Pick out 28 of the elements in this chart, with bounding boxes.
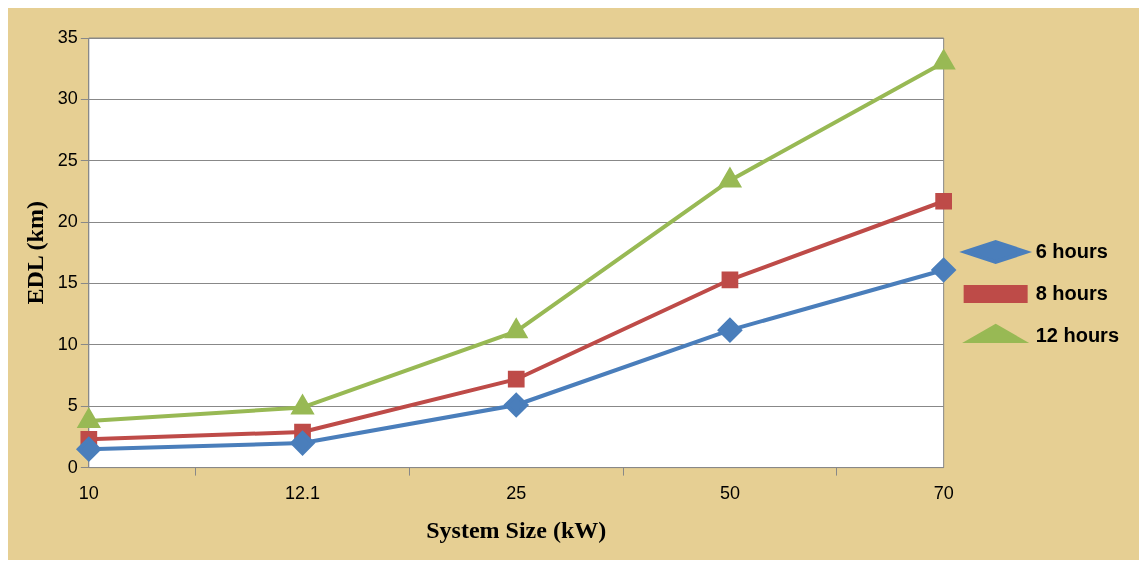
y-tick-label: 10 [57, 333, 78, 354]
point [507, 370, 525, 388]
point [717, 318, 742, 343]
point [290, 431, 315, 456]
point [76, 437, 101, 462]
legend-label: 12 hours [1035, 323, 1119, 346]
legend-label: 6 hours [1035, 239, 1108, 262]
y-tick-label: 15 [57, 272, 78, 293]
y-tick-label: 20 [57, 211, 78, 232]
x-tick-label: 12.1 [285, 483, 321, 504]
y-tick-label: 5 [67, 395, 78, 416]
legend-label: 8 hours [1035, 281, 1108, 304]
x-tick-label: 25 [506, 483, 527, 504]
y-tick-label: 35 [57, 26, 78, 47]
y-tick-label: 30 [57, 88, 78, 109]
point [505, 319, 527, 339]
point [504, 393, 529, 417]
y-tick-label: 25 [57, 149, 78, 170]
x-tick-label: 50 [719, 483, 740, 504]
x-axis-title: System Size (kW) [426, 516, 607, 543]
point [721, 271, 739, 289]
point [932, 48, 956, 70]
y-tick-label: 0 [67, 456, 78, 477]
y-axis-title: EDL (km) [21, 201, 48, 305]
point [935, 192, 953, 210]
point [931, 257, 956, 282]
x-tick-label: 70 [933, 483, 954, 504]
point [719, 168, 741, 188]
